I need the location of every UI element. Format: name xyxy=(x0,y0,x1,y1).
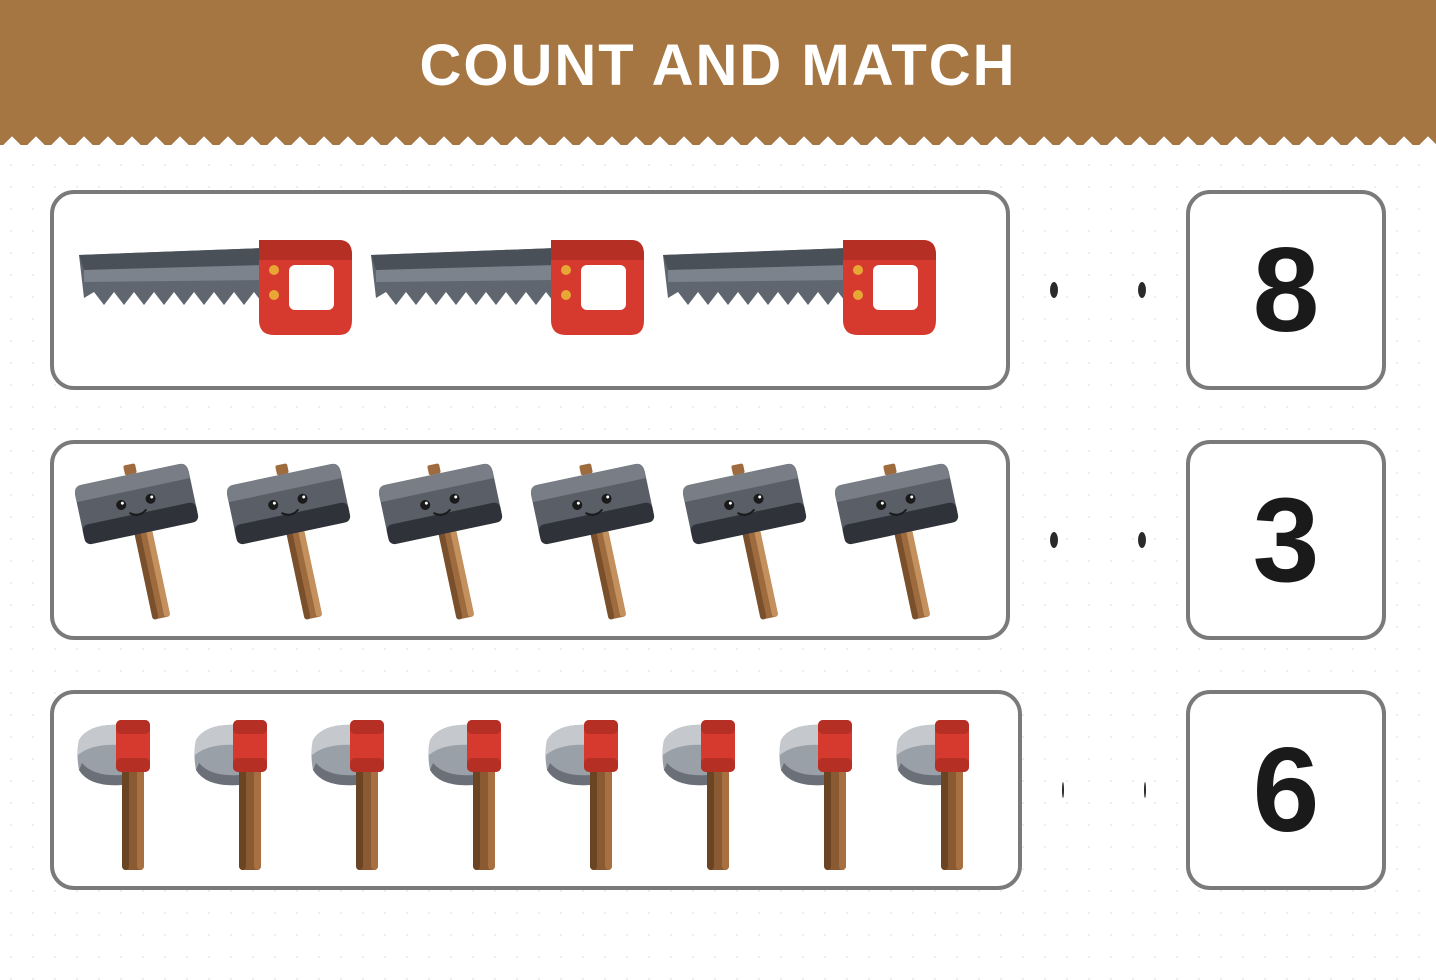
saw-icon xyxy=(74,230,354,350)
axe-icon xyxy=(191,705,296,875)
number-value: 3 xyxy=(1253,471,1320,609)
worksheet-page: COUNT AND MATCH 8 xyxy=(0,0,1436,980)
row-axe: 6 xyxy=(50,690,1386,890)
hammer-icon xyxy=(226,455,366,625)
number-value: 6 xyxy=(1253,721,1320,859)
axe-icon xyxy=(776,705,881,875)
axe-icon xyxy=(542,705,647,875)
axe-icon xyxy=(659,705,764,875)
saw-icon xyxy=(366,230,646,350)
match-dot-right[interactable] xyxy=(1144,782,1146,798)
number-box[interactable]: 8 xyxy=(1186,190,1386,390)
hammer-icon xyxy=(834,455,974,625)
content-area: 8 xyxy=(0,130,1436,970)
page-title: COUNT AND MATCH xyxy=(419,32,1016,99)
row-hammer: 3 xyxy=(50,440,1386,640)
zigzag-border xyxy=(0,129,1436,145)
match-dot-left[interactable] xyxy=(1050,282,1058,298)
saw-icon xyxy=(658,230,938,350)
number-box[interactable]: 6 xyxy=(1186,690,1386,890)
number-box[interactable]: 3 xyxy=(1186,440,1386,640)
hammer-icon xyxy=(74,455,214,625)
hammer-icon xyxy=(530,455,670,625)
axe-icon xyxy=(425,705,530,875)
match-dot-left[interactable] xyxy=(1050,532,1058,548)
match-dot-right[interactable] xyxy=(1138,532,1146,548)
axe-icon xyxy=(74,705,179,875)
axe-icon xyxy=(308,705,413,875)
axe-icon xyxy=(893,705,998,875)
hammer-icon xyxy=(378,455,518,625)
items-box-axe xyxy=(50,690,1022,890)
number-value: 8 xyxy=(1253,221,1320,359)
hammer-icon xyxy=(682,455,822,625)
row-saw: 8 xyxy=(50,190,1386,390)
match-dot-right[interactable] xyxy=(1138,282,1146,298)
items-box-saw xyxy=(50,190,1010,390)
match-dot-left[interactable] xyxy=(1062,782,1064,798)
items-box-hammer xyxy=(50,440,1010,640)
header-banner: COUNT AND MATCH xyxy=(0,0,1436,130)
